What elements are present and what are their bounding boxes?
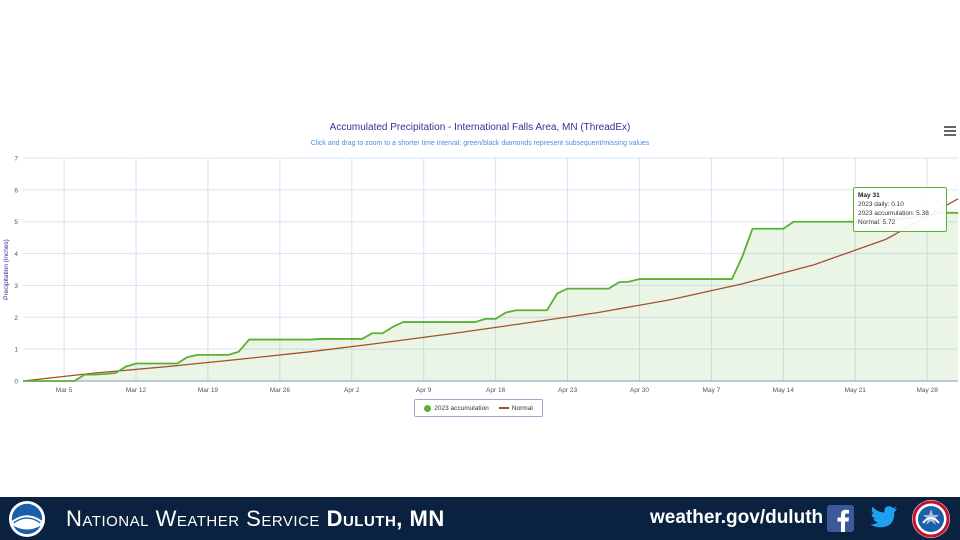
legend-item-normal[interactable]: Normal	[498, 404, 533, 412]
x-tick-label: Mar 19	[198, 387, 219, 394]
x-tick-label: Mar 26	[270, 387, 291, 394]
tooltip-accumulation: 2023 accumulation: 5.38	[858, 210, 929, 217]
chart-title: Accumulated Precipitation - Internationa…	[329, 122, 631, 133]
y-tick-label: 6	[14, 187, 18, 194]
accumulation-area	[23, 212, 958, 381]
x-tick-label: May 21	[845, 387, 867, 394]
x-tick-label: Mar 12	[126, 387, 147, 394]
footer-url[interactable]: weather.gov/duluth	[650, 507, 824, 528]
x-tick-label: May 7	[703, 387, 721, 394]
x-tick-label: Apr 9	[416, 387, 432, 394]
x-tick-label: Apr 30	[630, 387, 650, 394]
chart-subtitle: Click and drag to zoom to a shorter time…	[310, 140, 650, 147]
precipitation-chart[interactable]: 0 1 2 3 4 5 6 7 Mar 5 Mar 12 Mar 19 Mar 26 Apr 2 Apr …	[0, 150, 960, 400]
nws-logo	[912, 500, 950, 538]
footer-org-location: Duluth, MN	[326, 506, 445, 531]
y-tick-label: 3	[14, 283, 18, 290]
y-tick-label: 7	[14, 156, 18, 163]
chart-legend: 2023 accumulation Normal	[414, 399, 543, 417]
y-tick-label: 1	[14, 347, 18, 354]
tooltip-daily: 2023 daily: 0.10	[858, 201, 904, 208]
y-axis-label: Precipitation (inches)	[3, 239, 10, 300]
accumulation-line	[23, 211, 958, 382]
y-tick-label: 2	[14, 315, 18, 322]
legend-item-accumulation[interactable]: 2023 accumulation	[424, 404, 489, 412]
footer-org-text: National Weather Service Duluth, MN	[66, 506, 445, 532]
y-tick-label: 0	[14, 379, 18, 386]
legend-accumulation-label: 2023 accumulation	[434, 404, 489, 412]
menu-icon[interactable]	[944, 126, 956, 136]
noaa-logo	[8, 500, 46, 538]
chart-tooltip: May 31 2023 daily: 0.10 2023 accumulatio…	[853, 187, 947, 232]
x-tick-label: May 14	[773, 387, 795, 394]
y-tick-label: 5	[14, 219, 18, 226]
legend-normal-marker	[498, 407, 509, 409]
x-tick-label: Apr 23	[558, 387, 578, 394]
x-tick-label: May 28	[917, 387, 939, 394]
tooltip-normal: Normal: 5.72	[858, 219, 896, 226]
tooltip-date: May 31	[858, 192, 880, 199]
legend-accumulation-marker	[424, 404, 432, 412]
twitter-icon[interactable]	[866, 505, 898, 532]
y-tick-label: 4	[14, 251, 18, 258]
footer-org-prefix: National Weather Service	[66, 506, 320, 531]
x-tick-label: Apr 2	[344, 387, 360, 394]
facebook-icon[interactable]	[827, 505, 854, 532]
legend-normal-label: Normal	[511, 404, 533, 412]
x-tick-label: Mar 5	[56, 387, 73, 394]
normal-line	[22, 198, 959, 382]
x-tick-label: Apr 16	[486, 387, 506, 394]
footer-bar: National Weather Service Duluth, MN weat…	[0, 497, 960, 540]
